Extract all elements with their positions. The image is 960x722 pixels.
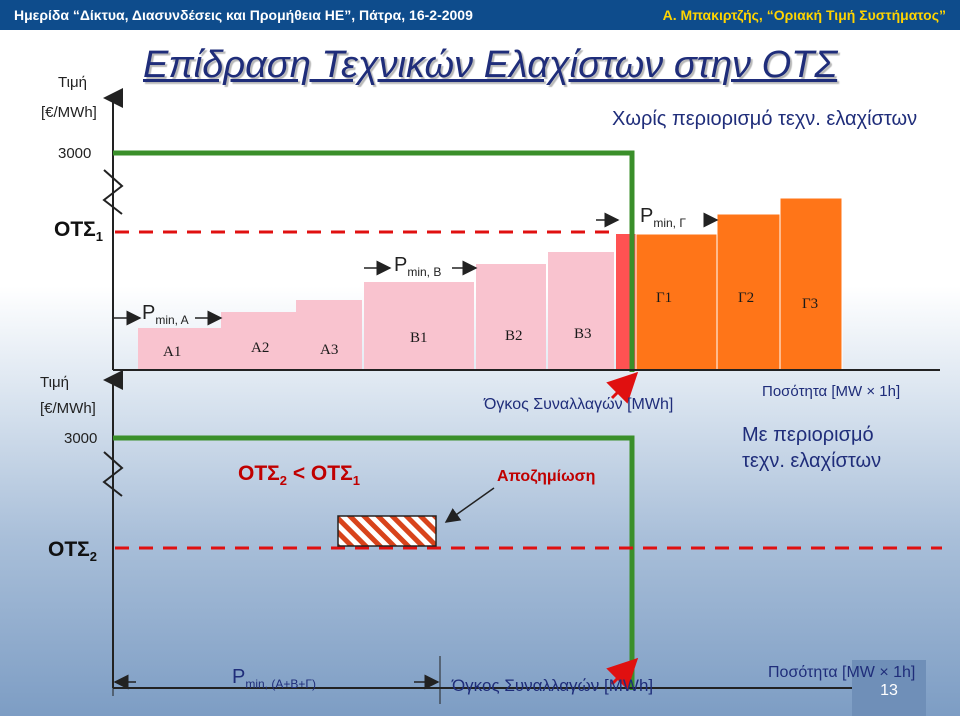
block-a3 — [296, 300, 362, 370]
pmin-g-label: Pmin, Γ — [640, 205, 686, 230]
bottom-red-pointer — [606, 657, 639, 690]
bottom-y-tick: 3000 — [64, 430, 98, 447]
bottom-green-line — [113, 435, 635, 690]
label-a3: A3 — [320, 342, 339, 358]
bottom-x-label: Όγκος Συναλλαγών [MWh] — [452, 676, 654, 695]
slide-title: Επίδραση Τεχνικών Ελαχίστων στην ΟΤΣ — [143, 44, 838, 86]
pmin-a-label: Pmin, A — [142, 302, 189, 327]
pmin-b-label: Pmin, B — [394, 254, 442, 279]
block-a2 — [221, 312, 296, 370]
block-b2 — [476, 264, 546, 370]
block-g3 — [779, 197, 843, 371]
bottom-subtitle-2: τεχν. ελαχίστων — [742, 450, 882, 472]
label-a1: A1 — [163, 344, 182, 360]
compensation-box — [337, 515, 437, 547]
block-b3 — [548, 252, 614, 370]
header-right: Α. Μπακιρτζής, “Οριακή Τιμή Συστήματος” — [662, 7, 946, 23]
bottom-y-label-1: Τιμή — [40, 374, 69, 391]
pmin-total-label: Pmin, (A+B+Γ) — [232, 666, 316, 691]
block-g2 — [716, 213, 781, 371]
page-number: 13 — [852, 660, 926, 716]
top-y-label-1: Τιμή — [58, 74, 87, 91]
block-b1 — [364, 282, 474, 370]
top-y-label-2: [€/MWh] — [41, 104, 97, 121]
block-g1 — [635, 233, 718, 371]
compensation-label: Αποζημίωση — [497, 468, 596, 485]
compensation-arrow — [444, 487, 495, 523]
top-red-pointer — [606, 371, 639, 404]
label-b2: B2 — [505, 328, 523, 344]
comparison-label: ΟΤΣ2 < ΟΤΣ1 — [238, 462, 360, 489]
header-left: Ημερίδα “Δίκτυα, Διασυνδέσεις και Προμήθ… — [14, 7, 473, 23]
bottom-subtitle-1: Με περιορισμό — [742, 424, 874, 446]
top-subtitle: Χωρίς περιορισμό τεχν. ελαχίστων — [612, 108, 918, 130]
header-bar: Ημερίδα “Δίκτυα, Διασυνδέσεις και Προμήθ… — [0, 0, 960, 30]
top-y-tick: 3000 — [58, 145, 92, 162]
label-b1: B1 — [410, 330, 428, 346]
top-axis-break — [102, 169, 124, 215]
top-x-label-right: Ποσότητα [MW × 1h] — [762, 383, 901, 400]
label-a2: A2 — [251, 340, 270, 356]
bottom-y-label-2: [€/MWh] — [40, 400, 96, 417]
label-g3: Γ3 — [802, 296, 819, 312]
bottom-x-label-right: Ποσότητα [MW × 1h] — [768, 664, 916, 681]
bottom-ots-label: ΟΤΣ2 — [48, 538, 97, 565]
bottom-axis-break — [102, 451, 124, 497]
top-ots-label: ΟΤΣ1 — [54, 218, 103, 245]
label-b3: B3 — [574, 326, 592, 342]
block-a1 — [138, 328, 221, 370]
top-x-label: Όγκος Συναλλαγών [MWh] — [484, 396, 674, 413]
top-green-line — [113, 150, 635, 372]
label-g1: Γ1 — [656, 290, 673, 306]
label-g2: Γ2 — [738, 290, 755, 306]
